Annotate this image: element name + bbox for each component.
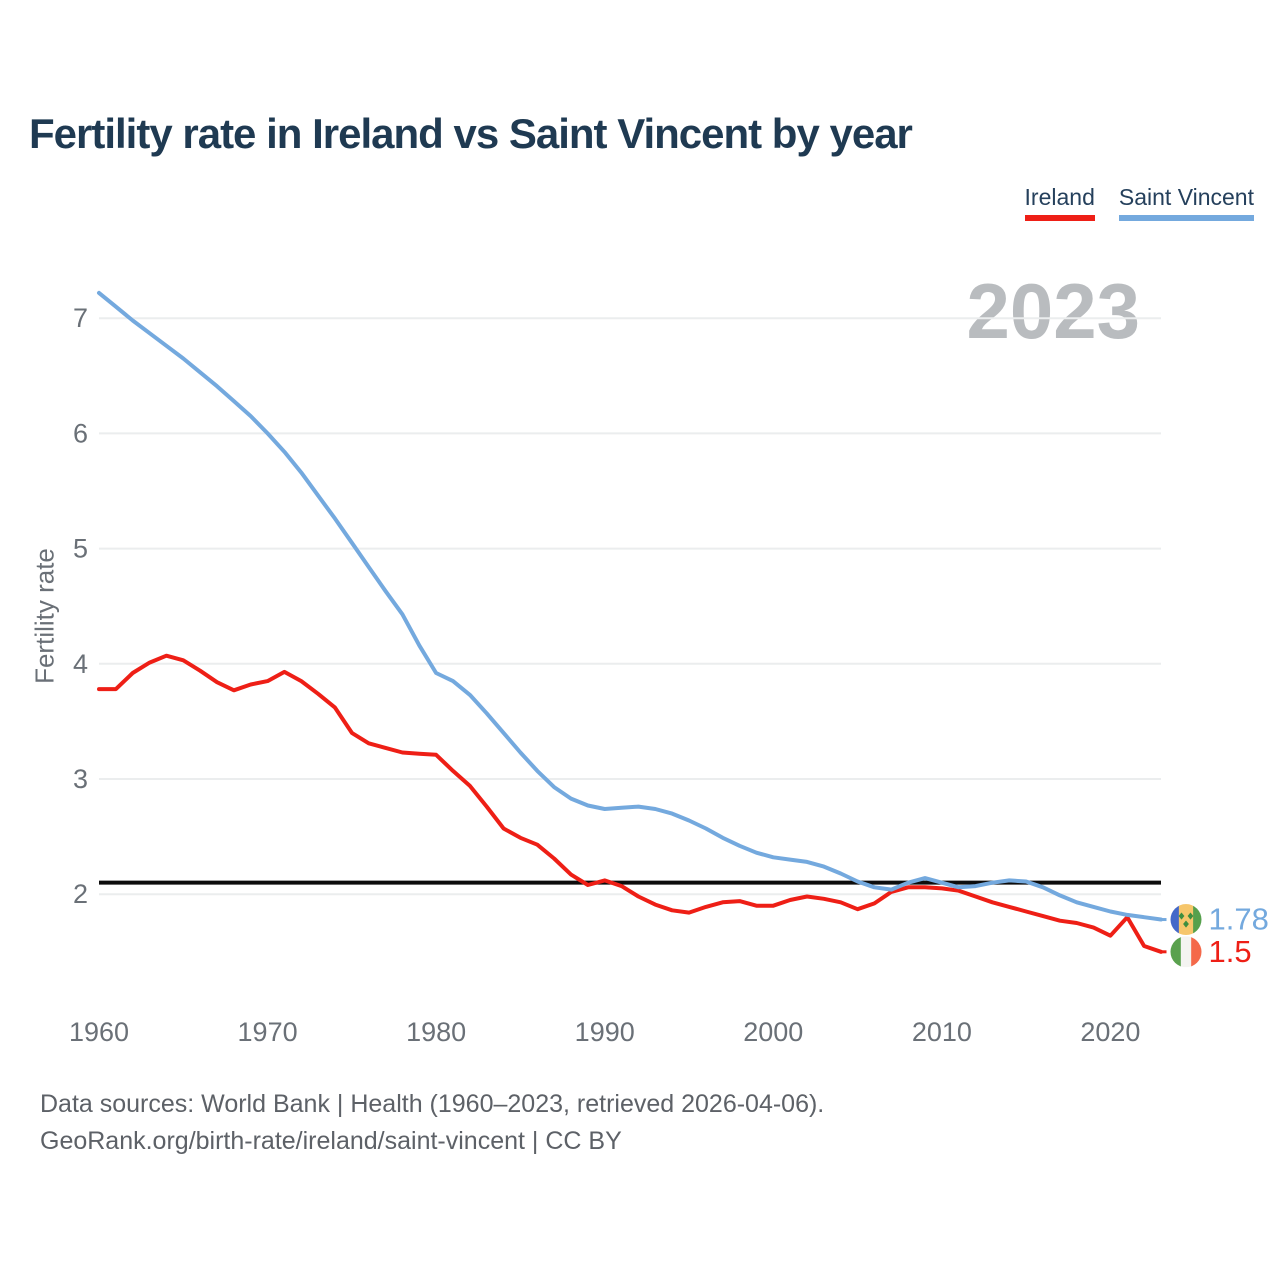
x-tick-label-2010: 2010 [912,1017,972,1047]
legend-item-ireland[interactable]: Ireland [1024,184,1095,221]
y-tick-label-6: 6 [73,418,88,448]
footer-source-line: Data sources: World Bank | Health (1960–… [40,1090,825,1118]
footer-attribution-line: GeoRank.org/birth-rate/ireland/saint-vin… [40,1127,622,1155]
ireland-line [97,653,1163,954]
legend-item-saint-vincent[interactable]: Saint Vincent [1118,184,1254,221]
footer: Data sources: World Bank | Health (1960–… [40,1086,824,1160]
x-tick-label-2000: 2000 [743,1017,803,1047]
y-tick-label-3: 3 [73,764,88,794]
legend: Ireland Saint Vincent [1024,184,1254,221]
y-tick-label-5: 5 [73,534,88,564]
y-tick-label-7: 7 [73,303,88,333]
watermark-year: 2023 [966,267,1140,355]
y-tick-label-4: 4 [73,649,88,679]
x-tick-label-2020: 2020 [1080,1017,1140,1047]
page-title: Fertility rate in Ireland vs Saint Vince… [29,110,913,157]
x-tick-label-1970: 1970 [238,1017,298,1047]
saint-vincent-line [97,290,1163,922]
x-tick-label-1980: 1980 [406,1017,466,1047]
x-tick-label-1960: 1960 [69,1017,129,1047]
saint-vincent-end-value: 1.78 [1209,902,1269,937]
saint-vincent-flag-icon [1170,904,1202,936]
y-tick-label-2: 2 [73,879,88,909]
ireland-flag-icon [1170,936,1202,968]
x-tick-label-1990: 1990 [575,1017,635,1047]
ireland-end-value: 1.5 [1209,934,1252,969]
